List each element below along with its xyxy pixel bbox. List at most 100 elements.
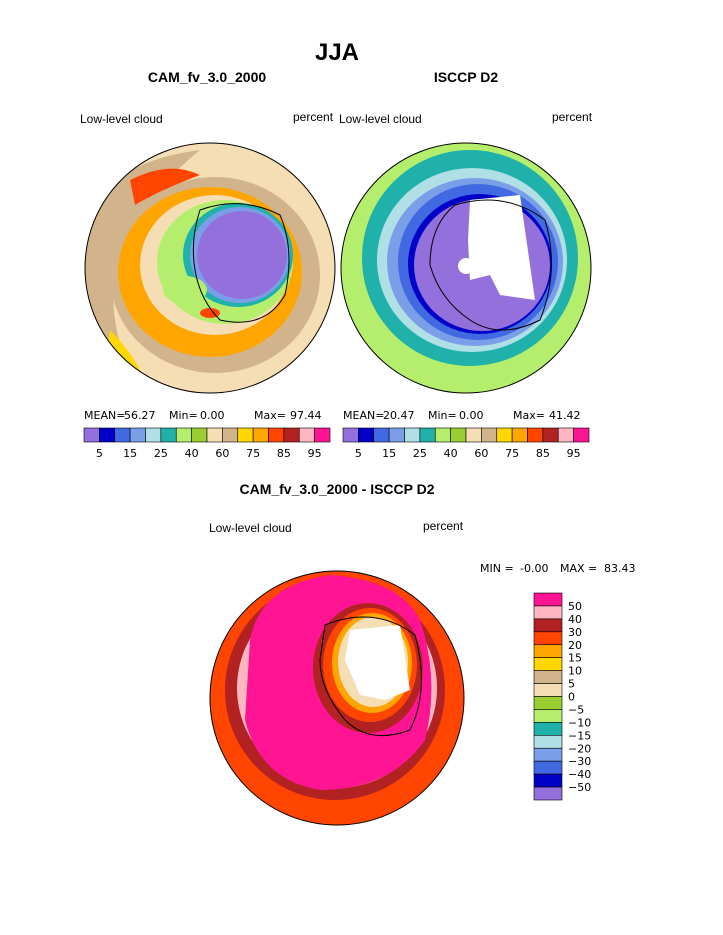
colorbar-box — [83, 427, 100, 443]
colorbar-label: 25 — [413, 447, 427, 460]
colorbar-label: 15 — [568, 652, 582, 665]
colorbar-label: 60 — [474, 447, 488, 460]
colorbar-box — [533, 657, 563, 671]
map-observed — [341, 143, 591, 393]
colorbar-box — [557, 427, 574, 443]
colorbar-label: 50 — [568, 600, 582, 613]
map-difference — [210, 571, 464, 825]
colorbar-box — [419, 427, 436, 443]
colorbar-label: 0 — [568, 691, 575, 704]
colorbar-label: 40 — [568, 613, 582, 626]
colorbar-box — [573, 427, 590, 443]
colorbar-box — [145, 427, 162, 443]
colorbar-box — [481, 427, 498, 443]
colorbar-label: 75 — [246, 447, 260, 460]
colorbar-box — [175, 427, 192, 443]
difference-right-label: percent — [423, 519, 464, 533]
colorbar-box — [533, 670, 563, 684]
colorbar-box — [533, 747, 563, 762]
stat-value: 97.44 — [290, 409, 322, 422]
colorbar-box — [373, 427, 390, 443]
map-border — [340, 142, 592, 394]
colorbar-box — [342, 427, 359, 443]
colorbar-label: 85 — [277, 447, 291, 460]
colorbar-box — [268, 427, 285, 443]
colorbar-box — [114, 427, 131, 443]
colorbar-label: −40 — [568, 768, 591, 781]
stat-label: MEAN= — [343, 409, 384, 422]
stat-value: 56.27 — [124, 409, 156, 422]
difference-left-label: Low-level cloud — [209, 521, 292, 535]
colorbar-label: 30 — [568, 626, 582, 639]
colorbar-box — [533, 618, 563, 633]
colorbar-box — [450, 427, 467, 443]
min-value: -0.00 — [520, 562, 548, 575]
colorbar-label: 25 — [154, 447, 168, 460]
panel-left-label: Low-level cloud — [80, 112, 163, 126]
min-label: MIN = — [480, 562, 514, 575]
colorbar-box — [533, 631, 563, 646]
colorbar-box — [283, 427, 300, 443]
colorbar-label: 15 — [123, 447, 137, 460]
colorbar-box — [533, 696, 563, 710]
colorbar-label: 20 — [568, 639, 582, 652]
figure-title: JJA — [315, 39, 359, 66]
colorbar-box — [191, 427, 208, 443]
colorbar-label: 5 — [96, 447, 103, 460]
colorbar-box — [358, 427, 375, 443]
colorbar-box — [252, 427, 269, 443]
colorbar-box — [222, 427, 239, 443]
colorbar-label: −30 — [568, 755, 591, 768]
panel-right-label: percent — [293, 110, 334, 124]
colorbar-box — [434, 427, 451, 443]
colorbar-box — [314, 427, 331, 443]
colorbar-box — [533, 592, 563, 607]
map-border — [209, 570, 465, 826]
colorbar-box — [533, 683, 563, 697]
colorbar-box — [237, 427, 254, 443]
stats: MEAN=56.27 Min= 0.00 Max= 97.44 MEAN=20.47 Min… — [84, 409, 581, 422]
panel-left-label: Low-level cloud — [339, 112, 422, 126]
colorbar-box — [533, 735, 563, 749]
panel-title: CAM_fv_3.0_2000 — [148, 69, 267, 85]
max-label: MAX = — [560, 562, 597, 575]
colorbar-label: 60 — [215, 447, 229, 460]
stat-value: 0.00 — [459, 409, 484, 422]
colorbar-box — [527, 427, 544, 443]
colorbar-label: 5 — [568, 678, 575, 691]
colorbar-box — [129, 427, 146, 443]
colorbars: 5 15 25 40 60 75 85 95 5 15 25 40 60 75 85 955040302015… — [83, 427, 591, 801]
colorbar-label: 40 — [185, 447, 199, 460]
colorbar-label: 95 — [308, 447, 322, 460]
colorbar-box — [388, 427, 405, 443]
panel-title: ISCCP D2 — [434, 69, 499, 85]
colorbar-box — [511, 427, 528, 443]
colorbar-box — [533, 773, 563, 788]
stat-label: Max= — [254, 409, 286, 422]
colorbar-label: 95 — [567, 447, 581, 460]
colorbar-label: −20 — [568, 742, 591, 755]
stat-label: Min= — [428, 409, 457, 422]
colorbar-box — [533, 644, 563, 658]
map-model — [85, 143, 335, 393]
colorbar-box — [533, 786, 563, 801]
panel-right-label: percent — [552, 110, 593, 124]
colorbar-label: −15 — [568, 729, 591, 742]
colorbar-box — [533, 722, 563, 736]
map-border — [84, 142, 336, 394]
stat-value: 41.42 — [549, 409, 581, 422]
colorbar-label: −10 — [568, 716, 591, 729]
colorbar-box — [298, 427, 315, 443]
colorbar-label: 85 — [536, 447, 550, 460]
colorbar-box — [99, 427, 116, 443]
colorbar-label: −50 — [568, 781, 591, 794]
stat-label: Max= — [513, 409, 545, 422]
colorbar-box — [533, 760, 563, 775]
colorbar-box — [404, 427, 421, 443]
colorbar-box — [465, 427, 482, 443]
stat-value: 0.00 — [200, 409, 225, 422]
colorbar-box — [542, 427, 559, 443]
max-value: 83.43 — [604, 562, 636, 575]
